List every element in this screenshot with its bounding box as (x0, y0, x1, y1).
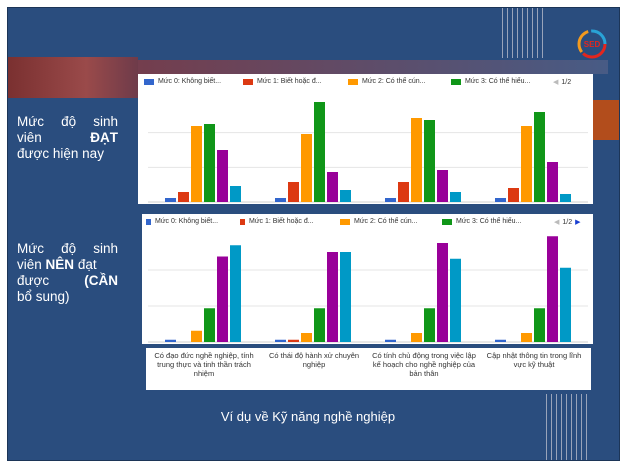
logo-text: SED (584, 40, 601, 49)
legend-item[interactable]: Mức 3: Có thể hiểu... (451, 78, 530, 85)
legend-pager[interactable]: ◀ 1/2 (553, 79, 572, 86)
bar[interactable] (450, 258, 461, 342)
bar[interactable] (275, 198, 286, 202)
bar[interactable] (340, 190, 351, 202)
bar[interactable] (165, 198, 176, 202)
legend-swatch (451, 78, 461, 85)
legend-current: Mức 0: Không biết... Mức 1: Biết hoặc đ.… (138, 74, 593, 88)
bar[interactable] (275, 339, 286, 342)
bar[interactable] (217, 150, 228, 202)
bar[interactable] (191, 330, 202, 342)
legend-swatch (243, 78, 253, 85)
bar[interactable] (165, 339, 176, 342)
bar[interactable] (411, 333, 422, 342)
bar[interactable] (547, 236, 558, 342)
logo-ring-blue (577, 29, 607, 59)
bar[interactable] (327, 172, 338, 202)
bar[interactable] (204, 124, 215, 202)
bar[interactable] (327, 252, 338, 342)
bar[interactable] (534, 308, 545, 342)
bar[interactable] (560, 267, 571, 342)
bar[interactable] (204, 308, 215, 342)
bar[interactable] (288, 339, 299, 342)
legend-swatch (348, 78, 358, 85)
legend-item[interactable]: Mức 0: Không biết... (144, 78, 221, 85)
next-page-icon[interactable]: ▶ (575, 219, 581, 226)
category-label: Cập nhật thông tin trong lĩnh vực kỹ thu… (486, 351, 582, 369)
decor-orange-block (591, 100, 619, 140)
bar[interactable] (534, 112, 545, 202)
bar[interactable] (191, 126, 202, 202)
bar[interactable] (314, 308, 325, 342)
bar[interactable] (178, 192, 189, 202)
legend-pager[interactable]: ◀ 1/2 ▶ (554, 219, 581, 226)
legend-item[interactable]: Mức 3: Có thể hiểu... (442, 218, 521, 225)
bar[interactable] (495, 339, 506, 342)
legend-item[interactable]: Mức 2: Có thể cún... (340, 218, 417, 225)
legend-swatch (144, 78, 154, 85)
chart-desired: Mức 0: Không biết... Mức 1: Biết hoặc đ.… (142, 214, 593, 344)
legend-item[interactable]: Mức 1: Biết hoặc đ... (243, 78, 322, 85)
bar[interactable] (508, 188, 519, 202)
bar[interactable] (301, 134, 312, 202)
sed-logo: SED (577, 29, 607, 59)
prev-page-icon[interactable]: ◀ (553, 79, 559, 86)
bar[interactable] (301, 333, 312, 342)
bar[interactable] (288, 182, 299, 202)
legend-item[interactable]: Mức 0: Không biết... (146, 218, 218, 225)
bar[interactable] (398, 182, 409, 202)
category-label: Có đạo đức nghề nghiệp, tính trung thực … (154, 351, 254, 378)
label-desired-level: Mức độ sinh viên NÊN đạt được (CẦN bổ sung) (17, 241, 118, 304)
bar[interactable] (314, 102, 325, 202)
bar[interactable] (450, 192, 461, 202)
bar[interactable] (230, 186, 241, 202)
bar[interactable] (411, 118, 422, 202)
category-label: Có thái độ hành xử chuyên nghiệp (268, 351, 360, 369)
bar[interactable] (437, 170, 448, 202)
chart-current: Mức 0: Không biết... Mức 1: Biết hoặc đ.… (138, 74, 593, 204)
legend-swatch (442, 218, 452, 225)
bar[interactable] (385, 339, 396, 342)
bar[interactable] (437, 243, 448, 342)
bar-plot-current (148, 102, 588, 203)
prev-page-icon[interactable]: ◀ (554, 219, 560, 226)
bar[interactable] (424, 308, 435, 342)
bar[interactable] (495, 198, 506, 202)
bar[interactable] (521, 126, 532, 202)
decor-stripes-bottom (546, 394, 590, 460)
slide-caption: Ví dụ về Kỹ năng nghề nghiệp (220, 409, 396, 424)
bar[interactable] (547, 162, 558, 202)
legend-swatch (240, 218, 245, 225)
legend-swatch (146, 218, 151, 225)
legend-item[interactable]: Mức 1: Biết hoặc đ... (240, 218, 314, 225)
logo-ring-orange (577, 29, 607, 59)
decor-stripes-top (502, 8, 546, 58)
bar[interactable] (217, 256, 228, 343)
label-current-level: Mức độ sinh viên ĐẠT được hiện nay (17, 114, 118, 161)
decor-band-top (138, 60, 608, 74)
legend-item[interactable]: Mức 2: Có thể cún... (348, 78, 425, 85)
category-label: Có tính chủ động trong việc lập kế hoạch… (372, 351, 476, 378)
bar[interactable] (424, 120, 435, 202)
decor-band (8, 57, 138, 98)
bar[interactable] (385, 198, 396, 202)
bar[interactable] (230, 245, 241, 342)
legend-swatch (340, 218, 350, 225)
bar[interactable] (560, 194, 571, 202)
category-labels: Có đạo đức nghề nghiệp, tính trung thực … (146, 348, 591, 390)
bar[interactable] (340, 252, 351, 342)
bar[interactable] (521, 333, 532, 342)
bar-plot-desired (148, 236, 588, 343)
slide: SED Mức độ sinh viên ĐẠT được hiện nay Mức đ… (7, 7, 620, 461)
legend-desired: Mức 0: Không biết... Mức 1: Biết hoặc đ.… (142, 214, 593, 228)
